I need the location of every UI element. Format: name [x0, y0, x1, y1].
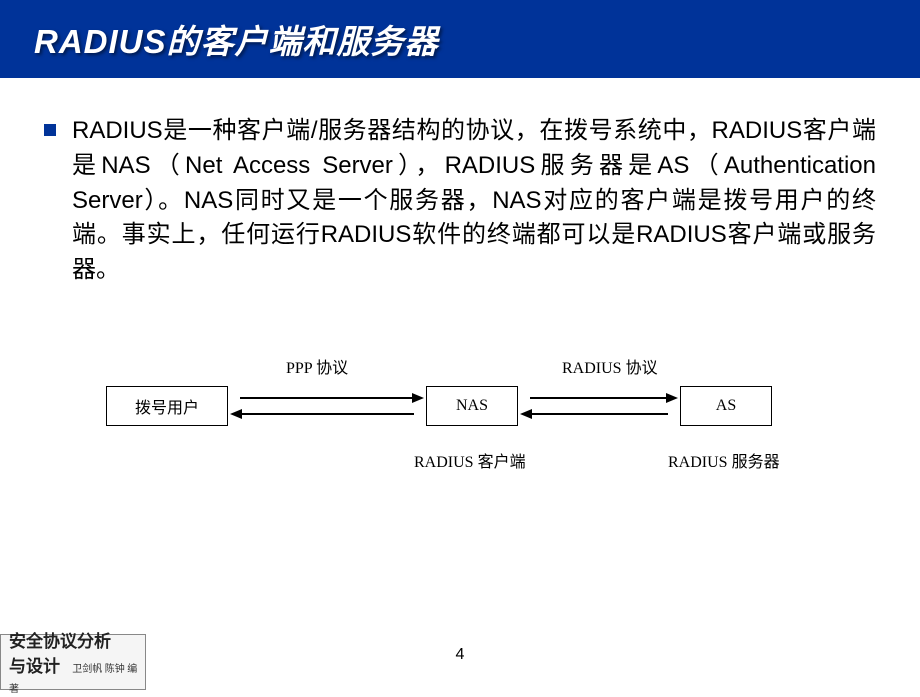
arrowhead-left-icon: [230, 409, 242, 419]
arrow-line: [530, 413, 668, 415]
arrow-line: [530, 397, 668, 399]
footer-logo-line2: 与设计 卫剑帆 陈钟 编著: [9, 652, 145, 697]
footer-logo-line1: 安全协议分析: [9, 627, 145, 652]
arrow-line: [240, 413, 414, 415]
node-under-label-nas: RADIUS 客户端: [414, 448, 526, 472]
arrowhead-left-icon: [520, 409, 532, 419]
bullet-square-icon: [44, 124, 56, 136]
title-bar: RADIUS的客户端和服务器: [0, 0, 920, 78]
node-nas: NAS: [426, 386, 518, 426]
edge-label-ppp: PPP 协议: [286, 354, 348, 378]
node-dial-user: 拨号用户: [106, 386, 228, 426]
footer-logo-line2-text: 与设计: [9, 657, 60, 676]
arrowhead-right-icon: [666, 393, 678, 403]
footer-logo: 安全协议分析 与设计 卫剑帆 陈钟 编著: [0, 634, 146, 690]
arrowhead-right-icon: [412, 393, 424, 403]
paragraph-text: RADIUS是一种客户端/服务器结构的协议，在拨号系统中，RADIUS客户端是N…: [72, 114, 876, 288]
node-as: AS: [680, 386, 772, 426]
edge-label-radius: RADIUS 协议: [562, 354, 658, 378]
radius-flow-diagram: 拨号用户 NAS AS PPP 协议 RADIUS 协议 RADIUS 客户端 …: [106, 340, 826, 480]
bullet-item: RADIUS是一种客户端/服务器结构的协议，在拨号系统中，RADIUS客户端是N…: [44, 114, 876, 288]
arrow-line: [240, 397, 414, 399]
slide-title: RADIUS的客户端和服务器: [34, 15, 439, 63]
content-area: RADIUS是一种客户端/服务器结构的协议，在拨号系统中，RADIUS客户端是N…: [0, 78, 920, 288]
node-under-label-as: RADIUS 服务器: [668, 448, 780, 472]
